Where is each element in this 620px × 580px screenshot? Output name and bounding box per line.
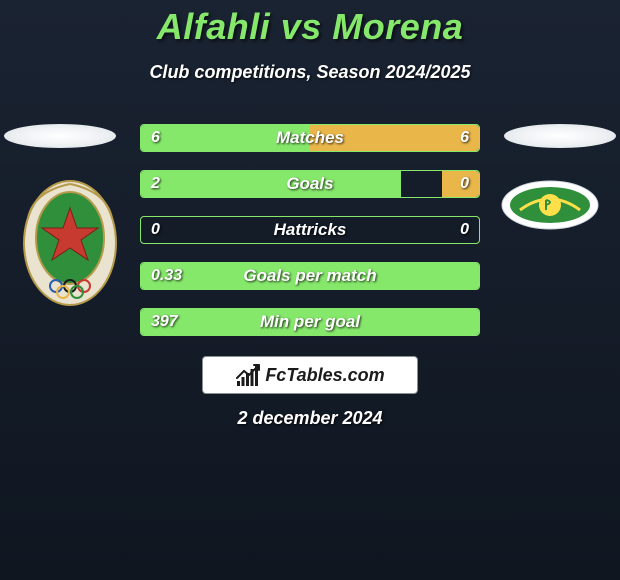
stat-row: 0.33Goals per match — [140, 262, 480, 290]
stat-label: Hattricks — [141, 217, 479, 243]
stat-row: 0 0Hattricks — [140, 216, 480, 244]
team-badge-left — [20, 178, 120, 313]
bar-chart-icon — [235, 364, 261, 386]
page-title: Alfahli vs Morena — [0, 0, 620, 48]
stat-bar-left — [141, 263, 479, 289]
stat-bar-left — [141, 309, 479, 335]
brand-box[interactable]: FcTables.com — [202, 356, 418, 394]
stat-bar-left — [141, 125, 310, 151]
stat-row: 20Goals — [140, 170, 480, 198]
brand-text: FcTables.com — [265, 365, 384, 386]
left-shadow-ellipse — [4, 124, 116, 148]
stat-bar-right — [310, 125, 479, 151]
team-badge-right — [500, 180, 600, 235]
stat-bar-right — [442, 171, 479, 197]
right-shadow-ellipse — [504, 124, 616, 148]
stat-value-right: 0 — [460, 217, 469, 243]
page-subtitle: Club competitions, Season 2024/2025 — [0, 62, 620, 83]
stats-panel: 66Matches 20Goals 0 0Hattricks 0.33Goals per… — [140, 124, 480, 354]
date-text: 2 december 2024 — [0, 408, 620, 429]
stat-bar-left — [141, 171, 401, 197]
stat-value-left: 0 — [151, 217, 160, 243]
stat-row: 66Matches — [140, 124, 480, 152]
stat-row: 397Min per goal — [140, 308, 480, 336]
